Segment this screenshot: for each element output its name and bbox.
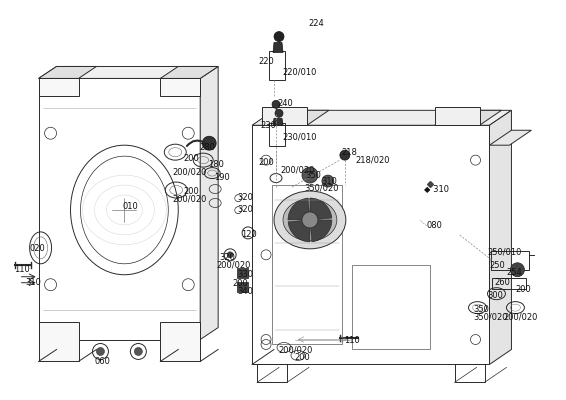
Polygon shape — [38, 66, 96, 78]
Text: 330: 330 — [237, 270, 253, 279]
Text: 110: 110 — [344, 336, 359, 344]
Text: 010: 010 — [122, 202, 138, 211]
Text: 218: 218 — [342, 148, 358, 157]
Text: 280: 280 — [199, 143, 215, 152]
Polygon shape — [160, 78, 200, 96]
Wedge shape — [288, 220, 310, 242]
Ellipse shape — [274, 191, 346, 249]
Text: 320: 320 — [237, 193, 253, 202]
Text: ○: ○ — [233, 205, 242, 215]
Polygon shape — [160, 322, 200, 362]
Text: 350: 350 — [474, 305, 490, 314]
Polygon shape — [200, 66, 218, 340]
Text: 250: 250 — [490, 261, 505, 270]
Polygon shape — [237, 268, 248, 278]
Text: 220/010: 220/010 — [282, 68, 316, 76]
Text: 224: 224 — [308, 19, 324, 28]
Text: 240: 240 — [277, 99, 293, 108]
Polygon shape — [273, 42, 283, 52]
Text: 020: 020 — [29, 244, 45, 253]
Text: 230: 230 — [260, 121, 276, 130]
Circle shape — [96, 348, 105, 356]
Text: ◆ 310: ◆ 310 — [424, 184, 449, 193]
Text: 120: 120 — [241, 230, 257, 239]
Text: 080: 080 — [427, 221, 443, 230]
Text: 350/020: 350/020 — [304, 183, 338, 192]
Text: 200: 200 — [232, 279, 248, 288]
Polygon shape — [38, 78, 79, 96]
Text: 310: 310 — [25, 278, 41, 287]
Wedge shape — [310, 220, 332, 242]
Wedge shape — [288, 198, 310, 220]
Polygon shape — [490, 130, 531, 145]
Circle shape — [511, 263, 525, 277]
Text: 250/010: 250/010 — [487, 248, 522, 257]
Text: 200: 200 — [183, 154, 199, 163]
Text: 060: 060 — [95, 358, 110, 366]
Text: 254: 254 — [507, 268, 522, 277]
Text: 200: 200 — [258, 158, 274, 167]
Text: 340: 340 — [237, 287, 253, 296]
Polygon shape — [237, 282, 248, 292]
Text: 200/020: 200/020 — [216, 261, 251, 270]
Text: 220: 220 — [258, 56, 274, 66]
Ellipse shape — [283, 199, 337, 241]
Wedge shape — [310, 198, 332, 220]
Text: 200/020: 200/020 — [504, 313, 538, 322]
Circle shape — [322, 175, 334, 187]
Polygon shape — [252, 110, 512, 125]
Text: 260: 260 — [495, 278, 511, 287]
Text: ○: ○ — [233, 193, 242, 203]
Polygon shape — [38, 66, 218, 78]
Circle shape — [302, 167, 318, 183]
Text: 200/020: 200/020 — [172, 167, 207, 176]
Text: 190: 190 — [214, 173, 230, 182]
Text: 300: 300 — [487, 291, 503, 300]
Circle shape — [202, 136, 216, 150]
Text: 310: 310 — [321, 177, 337, 186]
Text: 200: 200 — [516, 285, 531, 294]
Circle shape — [340, 150, 350, 160]
Text: 218/020: 218/020 — [356, 155, 391, 164]
Circle shape — [302, 212, 318, 228]
Circle shape — [274, 32, 284, 42]
Text: 200/020: 200/020 — [172, 194, 207, 203]
Text: 180: 180 — [208, 160, 224, 169]
Polygon shape — [273, 118, 283, 125]
Text: 200: 200 — [183, 187, 199, 196]
Polygon shape — [160, 66, 218, 78]
Text: 350/020: 350/020 — [474, 313, 508, 322]
Polygon shape — [262, 107, 307, 125]
Polygon shape — [435, 110, 501, 125]
Text: 350: 350 — [305, 171, 321, 180]
Text: 320: 320 — [219, 253, 235, 262]
Circle shape — [227, 252, 233, 258]
Circle shape — [272, 100, 280, 108]
Circle shape — [134, 348, 142, 356]
Text: 200/020: 200/020 — [278, 346, 312, 354]
Text: 110: 110 — [14, 265, 29, 274]
Polygon shape — [38, 322, 79, 362]
Text: 200/020: 200/020 — [280, 165, 314, 174]
Text: 230/010: 230/010 — [282, 132, 316, 141]
Circle shape — [275, 109, 283, 117]
Polygon shape — [490, 110, 512, 364]
Text: 200: 200 — [294, 354, 310, 362]
Polygon shape — [435, 107, 479, 125]
Polygon shape — [262, 110, 329, 125]
Text: 320: 320 — [237, 205, 253, 214]
